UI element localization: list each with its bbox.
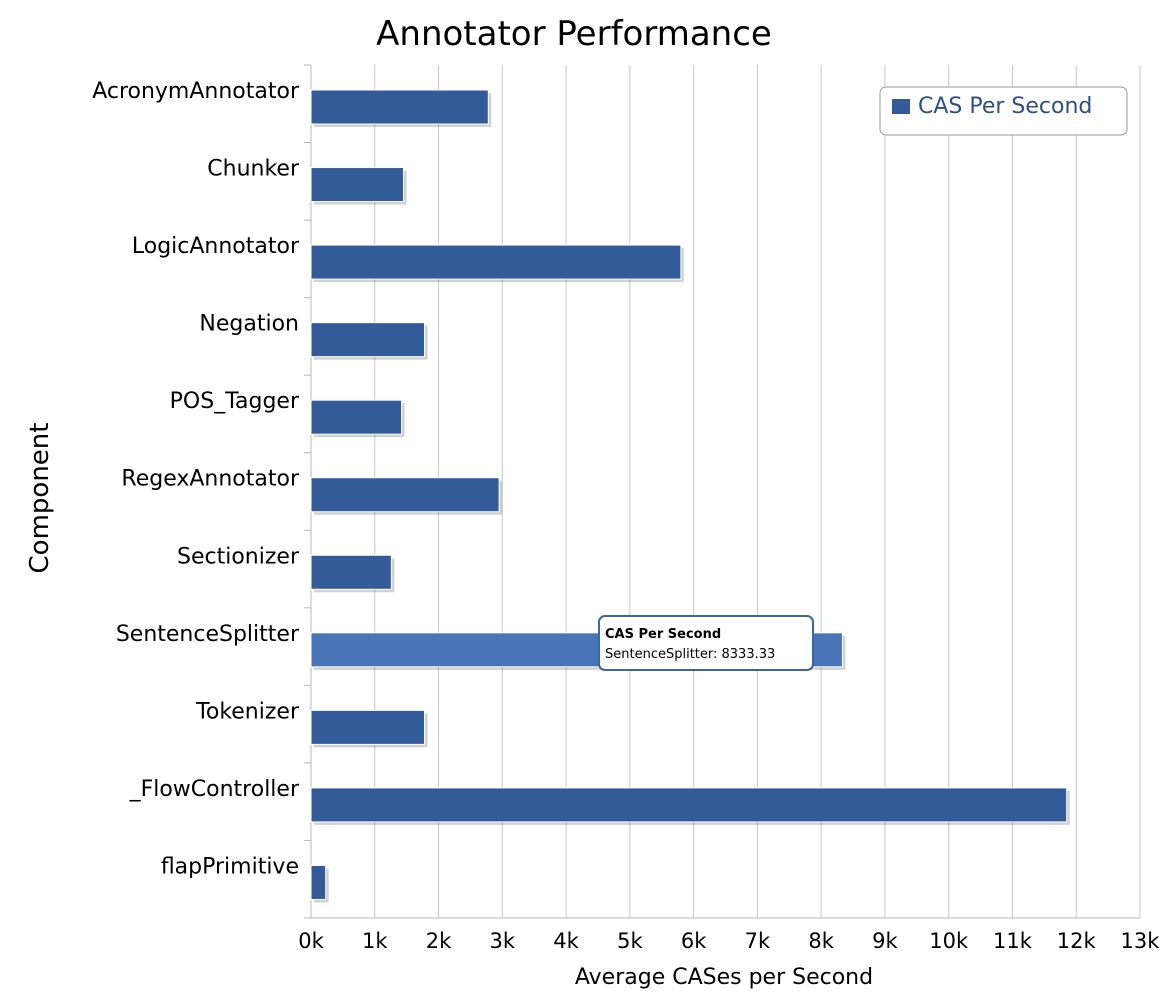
category-label: AcronymAnnotator: [92, 79, 300, 104]
legend: CAS Per Second: [879, 86, 1128, 136]
x-tick-label: 10k: [929, 929, 969, 953]
tooltip-title: CAS Per Second: [605, 627, 721, 642]
category-label: Tokenizer: [195, 699, 300, 724]
bar-Tokenizer[interactable]: [310, 709, 426, 745]
x-tick-label: 7k: [745, 929, 771, 953]
legend-label: CAS Per Second: [918, 94, 1092, 119]
bar-Sectionizer[interactable]: [310, 554, 392, 590]
x-tick-label: 12k: [1057, 929, 1097, 953]
bar-POS_Tagger[interactable]: [310, 399, 403, 435]
x-tick-label: 6k: [681, 929, 707, 953]
tooltip-box: [598, 615, 814, 671]
tooltip: CAS Per Second SentenceSplitter: 8333.33: [598, 615, 814, 671]
bar-LogicAnnotator[interactable]: [310, 244, 682, 280]
bar-_FlowController[interactable]: [310, 787, 1068, 823]
legend-swatch: [892, 99, 910, 114]
x-axis-label: Average CASes per Second: [575, 965, 873, 990]
bar-Negation[interactable]: [310, 322, 426, 358]
grid-lines: [374, 65, 1141, 918]
category-label: flapPrimitive: [161, 854, 299, 879]
x-tick-label: 9k: [872, 929, 898, 953]
category-label: Chunker: [207, 157, 300, 182]
tooltip-text: SentenceSplitter: 8333.33: [605, 647, 775, 662]
x-tick-label: 8k: [808, 929, 834, 953]
category-labels: AcronymAnnotator Chunker LogicAnnotator Neg…: [92, 79, 300, 879]
x-tick-label: 5k: [617, 929, 643, 953]
y-axis-label: Component: [25, 423, 55, 574]
category-label: POS_Tagger: [170, 389, 300, 414]
category-label: _FlowController: [129, 777, 300, 802]
x-tick-label: 1k: [362, 929, 388, 953]
category-label: Sectionizer: [177, 544, 300, 569]
x-tick-label: 0k: [298, 929, 324, 953]
category-label: LogicAnnotator: [132, 234, 300, 259]
legend-box: [879, 86, 1128, 136]
x-tick-label: 13k: [1121, 929, 1161, 953]
x-tick-label: 4k: [553, 929, 579, 953]
bar-RegexAnnotator[interactable]: [310, 477, 500, 513]
chart-title: Annotator Performance: [376, 14, 772, 54]
category-label: Negation: [199, 312, 299, 337]
bar-flapPrimitive[interactable]: [310, 864, 327, 900]
x-tick-label: 2k: [426, 929, 452, 953]
bar-Chunker[interactable]: [310, 167, 404, 203]
x-tick-labels: 0k 1k 2k 3k 4k 5k 6k 7k 8k 9k 10k 11k 12k 13k: [298, 929, 1160, 953]
x-tick-label: 3k: [490, 929, 516, 953]
category-label: RegexAnnotator: [121, 467, 300, 492]
x-tick-label: 11k: [993, 929, 1033, 953]
bar-AcronymAnnotator[interactable]: [310, 89, 489, 125]
category-label: SentenceSplitter: [116, 622, 300, 647]
bars: [310, 89, 1070, 903]
